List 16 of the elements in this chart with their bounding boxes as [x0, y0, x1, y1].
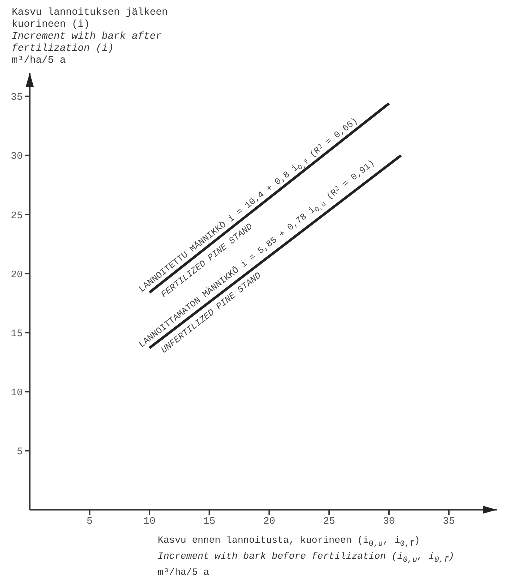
x-tick-label: 15: [204, 517, 216, 528]
x-tick-label: 5: [86, 517, 93, 528]
y-tick-label: 25: [10, 211, 23, 222]
x-tick-label: 10: [144, 517, 156, 528]
y-axis-title: Kasvu lannoituksen jälkeen kuorineen (i) Increment with bark after fertilization (i) m³/ha/5 a: [12, 8, 168, 67]
x-tick-label: 35: [443, 517, 456, 528]
x-tick-label: 25: [323, 517, 336, 528]
y-tick-label: 30: [10, 152, 23, 164]
x-tick-label: 30: [383, 517, 396, 528]
y-tick-label: 35: [10, 93, 23, 104]
y-tick-label: 15: [10, 329, 23, 340]
text: Kasvu ennen lannoitusta, kuorineen (i$_{0,u}$, i$_{0,f}$) Increment with bark before fertilization (i$_{0,u}$, i$_{0,f}$) m³/ha/5 a: [158, 535, 454, 578]
x-tick-label: 20: [263, 517, 276, 528]
y-tick-label: 20: [10, 270, 23, 282]
y-tick-label: 5: [16, 447, 23, 458]
y-tick-label: 10: [10, 388, 23, 400]
